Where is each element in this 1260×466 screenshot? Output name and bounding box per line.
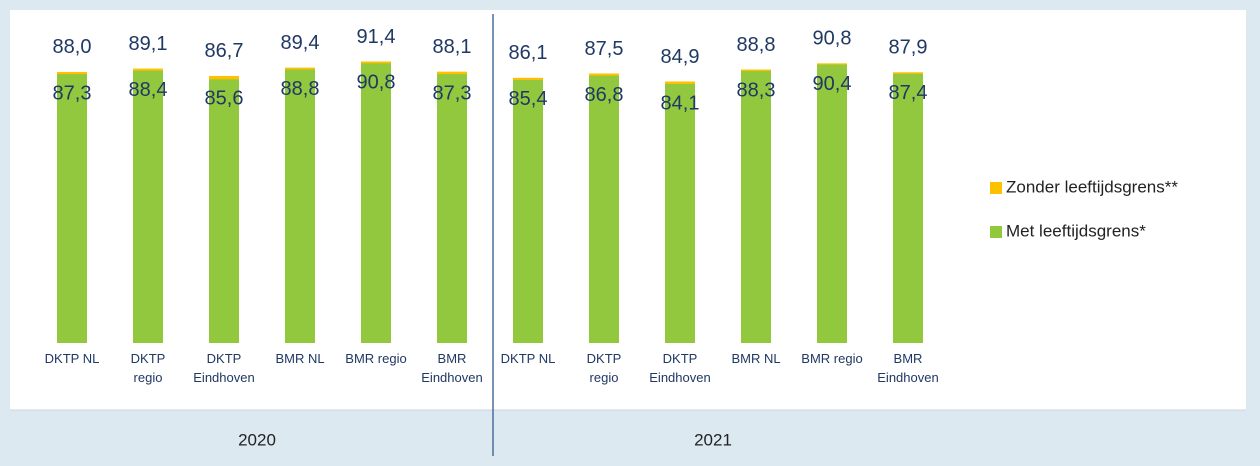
x-tick-label: DKTP Eindhoven (193, 351, 254, 385)
x-tick-label: BMR Eindhoven (877, 351, 938, 385)
value-label: 87,5 (585, 38, 624, 60)
x-tick-label: BMR NL (275, 351, 324, 366)
value-label: 86,1 (509, 42, 548, 64)
x-tick-label: BMR NL (731, 351, 780, 366)
bar (589, 75, 619, 343)
x-tick-label: BMR regio (801, 351, 862, 366)
group-label: 2020 (238, 430, 276, 449)
x-tick-label: DKTP regio (131, 351, 166, 385)
value-label: 87,3 (53, 82, 92, 104)
value-label: 84,9 (661, 46, 700, 68)
bar (893, 73, 923, 344)
value-label: 86,7 (205, 40, 244, 62)
value-label: 88,0 (53, 36, 92, 58)
bar (665, 83, 695, 344)
bar (513, 79, 543, 343)
bar (437, 74, 467, 343)
bar (741, 71, 771, 343)
bar (285, 69, 315, 343)
bar (133, 70, 163, 343)
value-label: 88,4 (129, 79, 168, 101)
value-label: 88,8 (737, 34, 776, 56)
value-label: 90,8 (813, 28, 852, 50)
value-label: 87,9 (889, 37, 928, 59)
x-tick-label: DKTP NL (45, 351, 100, 366)
value-label: 90,8 (357, 72, 396, 94)
plot-panel (10, 10, 1246, 410)
value-label: 88,8 (281, 78, 320, 100)
x-tick-label: DKTP NL (501, 351, 556, 366)
value-label: 91,4 (357, 26, 396, 48)
bar (209, 79, 239, 344)
value-label: 85,4 (509, 88, 548, 110)
value-label: 87,3 (433, 82, 472, 104)
value-label: 84,1 (661, 92, 700, 114)
x-tick-label: DKTP regio (587, 351, 622, 385)
legend-swatch (990, 226, 1002, 238)
bar (361, 63, 391, 343)
value-label: 89,1 (129, 33, 168, 55)
bar (817, 64, 847, 344)
value-label: 88,1 (433, 36, 472, 58)
x-tick-label: DKTP Eindhoven (649, 351, 710, 385)
legend-label: Zonder leeftijdsgrens** (1006, 177, 1178, 196)
value-label: 90,4 (813, 73, 852, 95)
legend-label: Met leeftijdsgrens* (1006, 221, 1146, 240)
legend-swatch (990, 182, 1002, 194)
value-label: 88,3 (737, 79, 776, 101)
value-label: 89,4 (281, 32, 320, 54)
x-tick-label: BMR Eindhoven (421, 351, 482, 385)
value-label: 86,8 (585, 84, 624, 106)
group-label: 2021 (694, 430, 732, 449)
bar (57, 74, 87, 343)
x-tick-label: BMR regio (345, 351, 406, 366)
value-label: 85,6 (205, 88, 244, 110)
value-label: 87,4 (889, 82, 928, 104)
